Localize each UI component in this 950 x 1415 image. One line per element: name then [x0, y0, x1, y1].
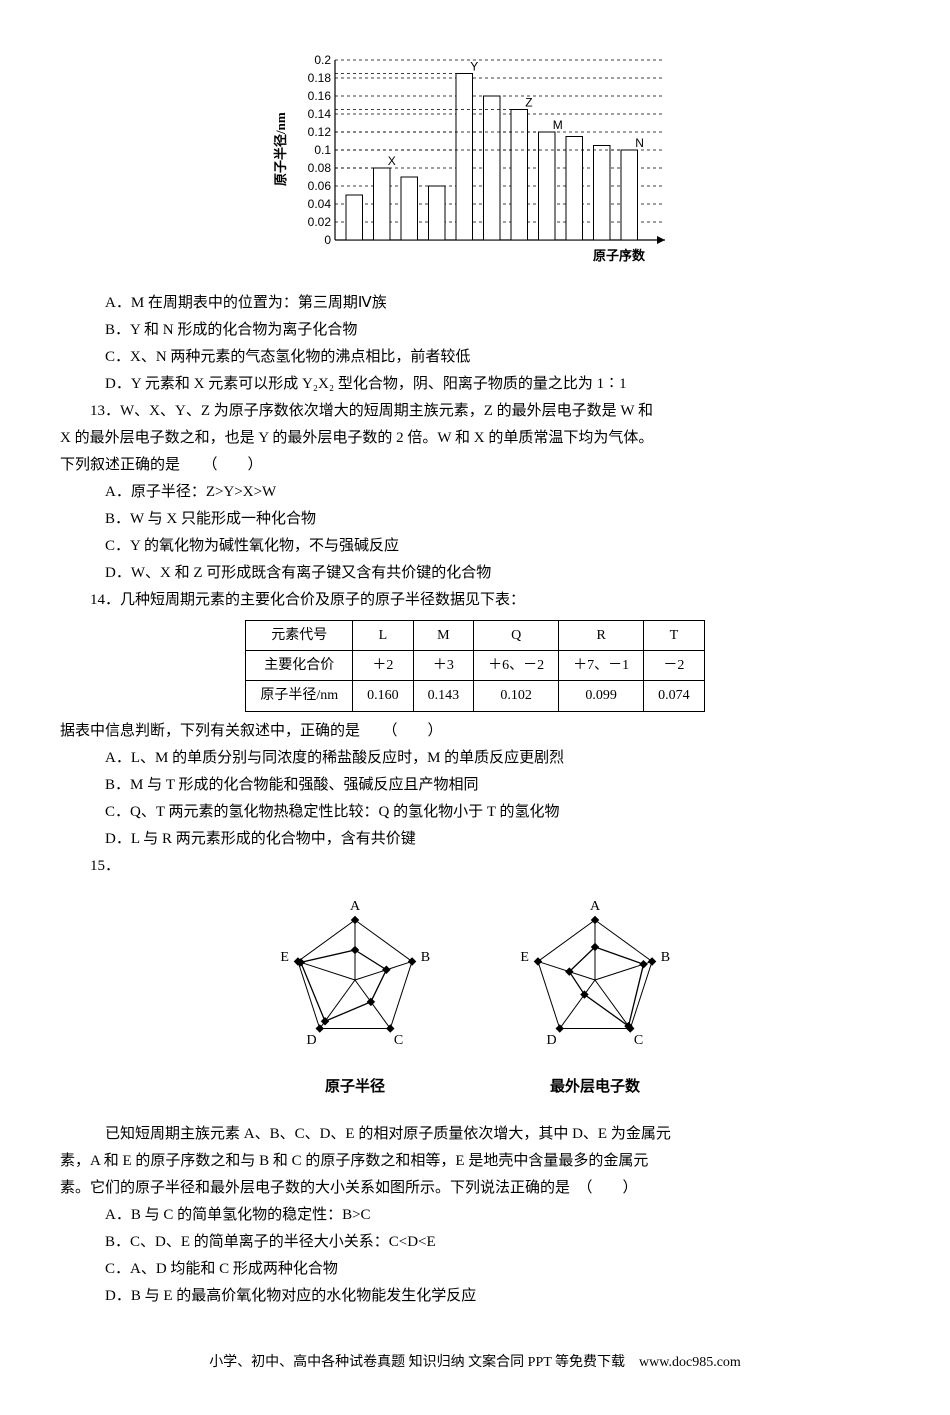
- svg-text:0.02: 0.02: [308, 215, 332, 229]
- bar-chart-figure: 0 0.02 0.04 0.06 0.08 0.1 0.12 0.14 0.16 0.18 0.2 X…: [60, 50, 890, 270]
- radar-left-caption: 原子半径: [265, 1074, 445, 1101]
- svg-text:原子序数: 原子序数: [593, 248, 646, 263]
- q14-option-d: D．L 与 R 两元素形成的化合物中，含有共价键: [60, 826, 890, 853]
- svg-text:0.2: 0.2: [314, 53, 331, 67]
- q13-option-b: B．W 与 X 只能形成一种化合物: [60, 506, 890, 533]
- q15-para2: 素，A 和 E 的原子序数之和与 B 和 C 的原子序数之和相等，E 是地壳中含…: [60, 1148, 890, 1175]
- table-cell: 主要化合价: [246, 651, 353, 681]
- table-cell: 0.160: [353, 681, 414, 711]
- radar-row: A B C D E 原子半径 A B C D E 最外层电子数: [60, 890, 890, 1101]
- table-cell: ＋2: [353, 651, 414, 681]
- svg-text:A: A: [590, 899, 601, 914]
- svg-text:0: 0: [324, 233, 331, 247]
- svg-text:0.14: 0.14: [308, 107, 332, 121]
- radar-right-caption: 最外层电子数: [505, 1074, 685, 1101]
- table-cell: 0.099: [559, 681, 644, 711]
- q13-stem-line2: X 的最外层电子数之和，也是 Y 的最外层电子数的 2 倍。W 和 X 的单质常…: [60, 425, 890, 452]
- q13-option-c: C．Y 的氧化物为碱性氧化物，不与强碱反应: [60, 533, 890, 560]
- q13-stem-line3: 下列叙述正确的是 （ ）: [60, 452, 890, 479]
- svg-text:N: N: [635, 136, 644, 150]
- svg-text:D: D: [306, 1032, 316, 1047]
- q15-option-c: C．A、D 均能和 C 形成两种化合物: [60, 1256, 890, 1283]
- table-cell: －2: [644, 651, 705, 681]
- svg-text:M: M: [553, 118, 563, 132]
- q14-option-a: A．L、M 的单质分别与同浓度的稀盐酸反应时，M 的单质反应更剧烈: [60, 745, 890, 772]
- svg-text:原子半径/nm: 原子半径/nm: [273, 112, 288, 186]
- radar-left-svg: A B C D E: [265, 890, 445, 1060]
- svg-text:E: E: [280, 950, 289, 965]
- q15-option-a: A．B 与 C 的简单氢化物的稳定性：B>C: [60, 1202, 890, 1229]
- q12-option-d: D．Y 元素和 X 元素可以形成 Y₂X₂ 型化合物，阴、阳离子物质的量之比为 …: [60, 371, 890, 398]
- radar-right-svg: A B C D E: [505, 890, 685, 1060]
- q15-stem: 15．: [60, 853, 890, 880]
- radar-left-box: A B C D E 原子半径: [265, 890, 445, 1101]
- q12-option-b: B．Y 和 N 形成的化合物为离子化合物: [60, 317, 890, 344]
- table-header-cell: T: [644, 621, 705, 651]
- svg-text:0.12: 0.12: [308, 125, 332, 139]
- table-cell: ＋3: [413, 651, 474, 681]
- svg-text:E: E: [520, 950, 529, 965]
- table-cell: 0.102: [474, 681, 559, 711]
- q14-after: 据表中信息判断，下列有关叙述中，正确的是 （ ）: [60, 718, 890, 745]
- radar-right-box: A B C D E 最外层电子数: [505, 890, 685, 1101]
- q15-option-d: D．B 与 E 的最高价氧化物对应的水化物能发生化学反应: [60, 1283, 890, 1310]
- svg-text:0.16: 0.16: [308, 89, 332, 103]
- q14-stem: 14．几种短周期元素的主要化合价及原子的原子半径数据见下表：: [60, 587, 890, 614]
- q15-para1: 已知短周期主族元素 A、B、C、D、E 的相对原子质量依次增大，其中 D、E 为…: [60, 1121, 890, 1148]
- q15-para3: 素。它们的原子半径和最外层电子数的大小关系如图所示。下列说法正确的是 （ ）: [60, 1175, 890, 1202]
- svg-text:C: C: [634, 1032, 643, 1047]
- table-cell: 原子半径/nm: [246, 681, 353, 711]
- q14-table: 元素代号LMQRT主要化合价＋2＋3＋6、－2＋7、－1－2原子半径/nm0.1…: [245, 620, 704, 712]
- q13-option-a: A．原子半径：Z>Y>X>W: [60, 479, 890, 506]
- svg-text:X: X: [388, 154, 396, 168]
- table-header-cell: Q: [474, 621, 559, 651]
- svg-text:C: C: [394, 1032, 403, 1047]
- table-cell: ＋7、－1: [559, 651, 644, 681]
- page-footer: 小学、初中、高中各种试卷真题 知识归纳 文案合同 PPT 等免费下载 www.d…: [60, 1350, 890, 1375]
- svg-text:B: B: [661, 950, 670, 965]
- svg-text:A: A: [350, 899, 361, 914]
- svg-text:Y: Y: [470, 60, 478, 74]
- table-cell: ＋6、－2: [474, 651, 559, 681]
- q15-option-b: B．C、D、E 的简单离子的半径大小关系：C<D<E: [60, 1229, 890, 1256]
- table-header-cell: 元素代号: [246, 621, 353, 651]
- svg-text:B: B: [421, 950, 430, 965]
- table-header-cell: L: [353, 621, 414, 651]
- q13-option-d: D．W、X 和 Z 可形成既含有离子键又含有共价键的化合物: [60, 560, 890, 587]
- svg-text:D: D: [546, 1032, 556, 1047]
- q13-stem-line1: 13．W、X、Y、Z 为原子序数依次增大的短周期主族元素，Z 的最外层电子数是 …: [60, 398, 890, 425]
- bar-chart-svg: 0 0.02 0.04 0.06 0.08 0.1 0.12 0.14 0.16 0.18 0.2 X…: [265, 50, 685, 270]
- q14-option-c: C．Q、T 两元素的氢化物热稳定性比较：Q 的氢化物小于 T 的氢化物: [60, 799, 890, 826]
- table-header-cell: M: [413, 621, 474, 651]
- q14-option-b: B．M 与 T 形成的化合物能和强酸、强碱反应且产物相同: [60, 772, 890, 799]
- q12-option-a: A．M 在周期表中的位置为：第三周期Ⅳ族: [60, 290, 890, 317]
- svg-text:0.06: 0.06: [308, 179, 332, 193]
- svg-text:0.08: 0.08: [308, 161, 332, 175]
- svg-text:0.04: 0.04: [308, 197, 332, 211]
- svg-text:Z: Z: [525, 96, 532, 110]
- table-cell: 0.074: [644, 681, 705, 711]
- table-header-cell: R: [559, 621, 644, 651]
- svg-text:0.18: 0.18: [308, 71, 332, 85]
- table-cell: 0.143: [413, 681, 474, 711]
- q12-option-c: C．X、N 两种元素的气态氢化物的沸点相比，前者较低: [60, 344, 890, 371]
- svg-text:0.1: 0.1: [314, 143, 331, 157]
